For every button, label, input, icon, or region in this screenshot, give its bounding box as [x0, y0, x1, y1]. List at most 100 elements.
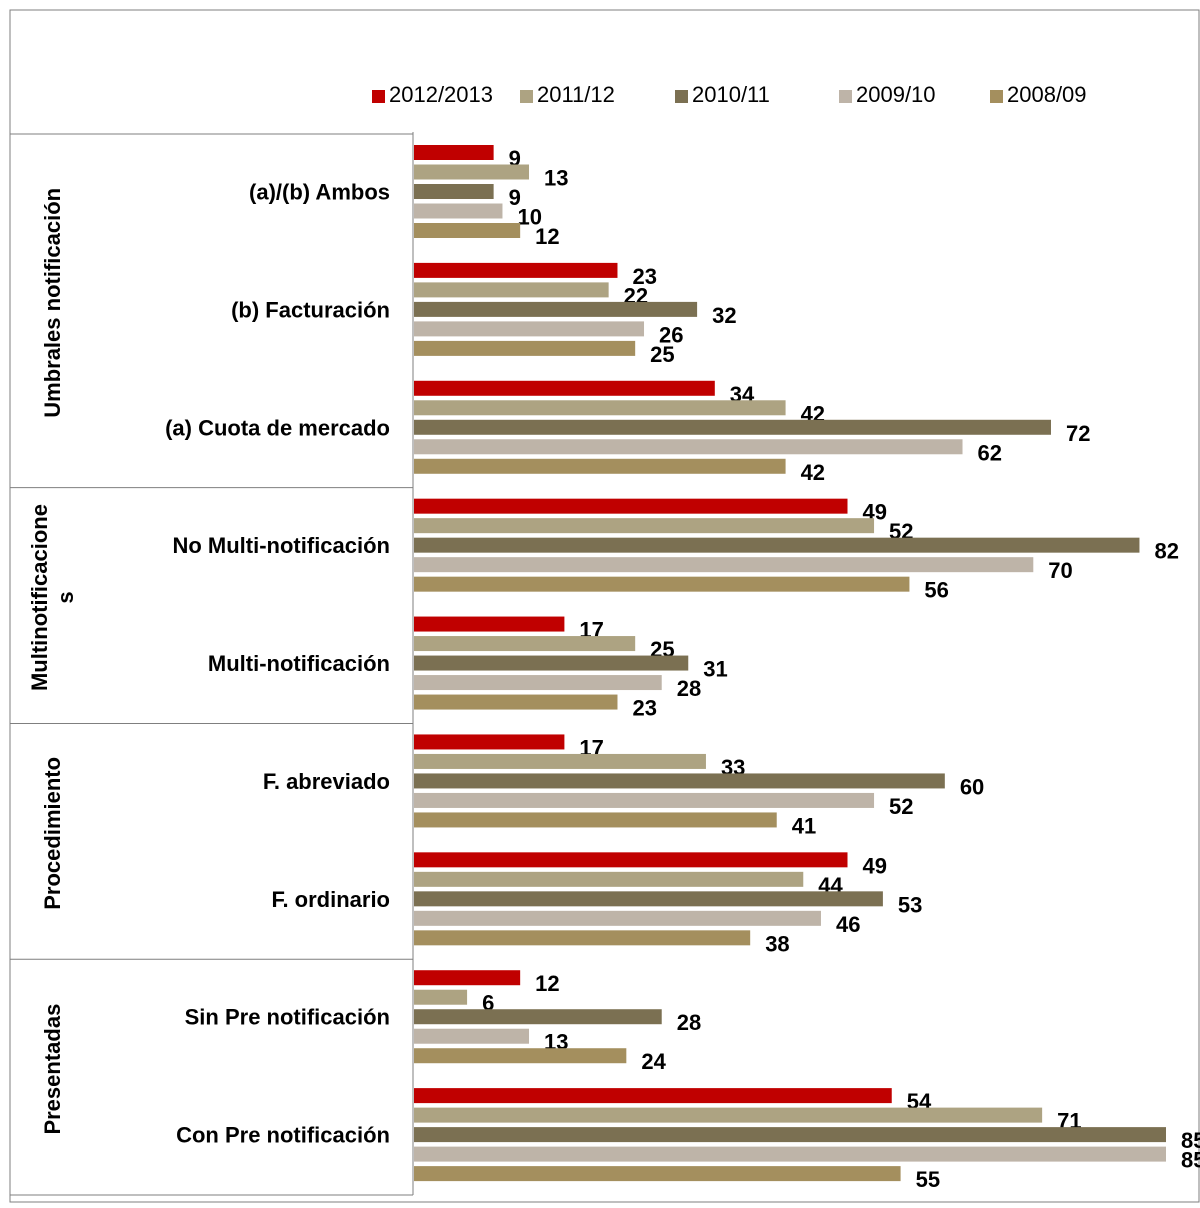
bar — [414, 616, 565, 632]
group-label: Multinotificacione — [27, 504, 52, 691]
data-label: 9 — [509, 185, 521, 210]
data-label: 42 — [801, 460, 825, 485]
bar — [414, 655, 689, 671]
chart-frame — [9, 9, 1200, 1203]
category-label: (a)/(b) Ambos — [249, 180, 390, 205]
group-label: s — [53, 591, 78, 603]
legend-label: 2012/2013 — [389, 82, 493, 107]
category-label: Multi-notificación — [208, 651, 390, 676]
bar — [414, 223, 521, 238]
bar — [414, 1009, 662, 1025]
legend-swatch — [990, 90, 1003, 103]
data-label: 28 — [677, 1010, 701, 1035]
category-label: Con Pre notificación — [176, 1123, 390, 1148]
bar — [414, 1088, 892, 1104]
data-label: 72 — [1066, 421, 1090, 446]
bar — [414, 773, 945, 789]
data-label: 70 — [1048, 558, 1072, 583]
bar — [414, 340, 636, 356]
bar — [414, 557, 1034, 573]
category-label: No Multi-notificación — [172, 533, 390, 558]
bar — [414, 380, 715, 396]
bar — [414, 184, 494, 199]
data-label: 38 — [765, 931, 789, 956]
bar — [414, 145, 494, 160]
group-label: Umbrales notificación — [40, 188, 65, 418]
data-label: 62 — [978, 440, 1002, 465]
bar — [414, 1166, 901, 1182]
data-label: 32 — [712, 303, 736, 328]
legend-swatch — [675, 90, 688, 103]
bar — [414, 498, 848, 514]
category-label: Sin Pre notificación — [185, 1005, 390, 1030]
data-label: 12 — [535, 971, 559, 996]
data-label: 60 — [960, 774, 984, 799]
bar — [414, 576, 910, 592]
bar — [414, 262, 618, 278]
data-label: 24 — [641, 1049, 666, 1074]
bar — [414, 419, 1051, 435]
data-label: 10 — [517, 205, 541, 230]
legend-label: 2010/11 — [692, 82, 770, 107]
data-label: 82 — [1154, 539, 1178, 564]
bar — [414, 203, 503, 219]
bar — [414, 518, 875, 534]
bar — [414, 164, 530, 180]
data-label: 85 — [1181, 1128, 1200, 1153]
data-label: 49 — [863, 853, 887, 878]
bar — [414, 753, 706, 769]
category-label: F. abreviado — [263, 769, 390, 794]
data-label: 12 — [535, 224, 559, 249]
data-label: 31 — [703, 657, 727, 682]
data-label: 25 — [650, 342, 674, 367]
data-label: 23 — [632, 264, 656, 289]
category-label: F. ordinario — [271, 887, 390, 912]
bar — [414, 852, 848, 868]
legend-swatch — [520, 90, 533, 103]
legend-label: 2008/09 — [1007, 82, 1087, 107]
data-label: 55 — [916, 1167, 940, 1192]
bar — [414, 439, 963, 455]
bar — [414, 400, 786, 416]
legend-label: 2011/12 — [537, 82, 615, 107]
data-label: 85 — [1181, 1148, 1200, 1173]
data-label: 56 — [924, 578, 948, 603]
data-label: 28 — [677, 676, 701, 701]
bar — [414, 910, 821, 926]
data-label: 41 — [792, 813, 816, 838]
legend-label: 2009/10 — [856, 82, 936, 107]
bar — [414, 636, 636, 652]
bar — [414, 891, 883, 907]
data-label: 46 — [836, 912, 860, 937]
bar — [414, 321, 645, 337]
bar — [414, 930, 751, 946]
category-label: (b) Facturación — [231, 297, 390, 322]
legend-swatch — [839, 90, 852, 103]
data-label: 26 — [659, 322, 683, 347]
bar — [414, 970, 521, 986]
legend-swatch — [372, 90, 385, 103]
bar — [414, 458, 786, 474]
bar — [414, 871, 804, 887]
bar — [414, 537, 1140, 553]
bar — [414, 1107, 1043, 1123]
bar — [414, 734, 565, 750]
bar — [414, 1048, 627, 1064]
data-label: 23 — [632, 696, 656, 721]
bar — [414, 282, 609, 298]
bar — [414, 1146, 1166, 1162]
data-label: 53 — [898, 892, 922, 917]
bar — [414, 1127, 1166, 1143]
bar — [414, 812, 777, 828]
category-label: (a) Cuota de mercado — [165, 415, 390, 440]
bar — [414, 989, 468, 1005]
group-label: Presentadas — [40, 1004, 65, 1135]
bar — [414, 792, 875, 808]
data-label: 13 — [544, 166, 568, 191]
bar — [414, 694, 618, 710]
bar — [414, 1028, 530, 1044]
data-label: 52 — [889, 794, 913, 819]
group-label: Procedimiento — [40, 757, 65, 910]
